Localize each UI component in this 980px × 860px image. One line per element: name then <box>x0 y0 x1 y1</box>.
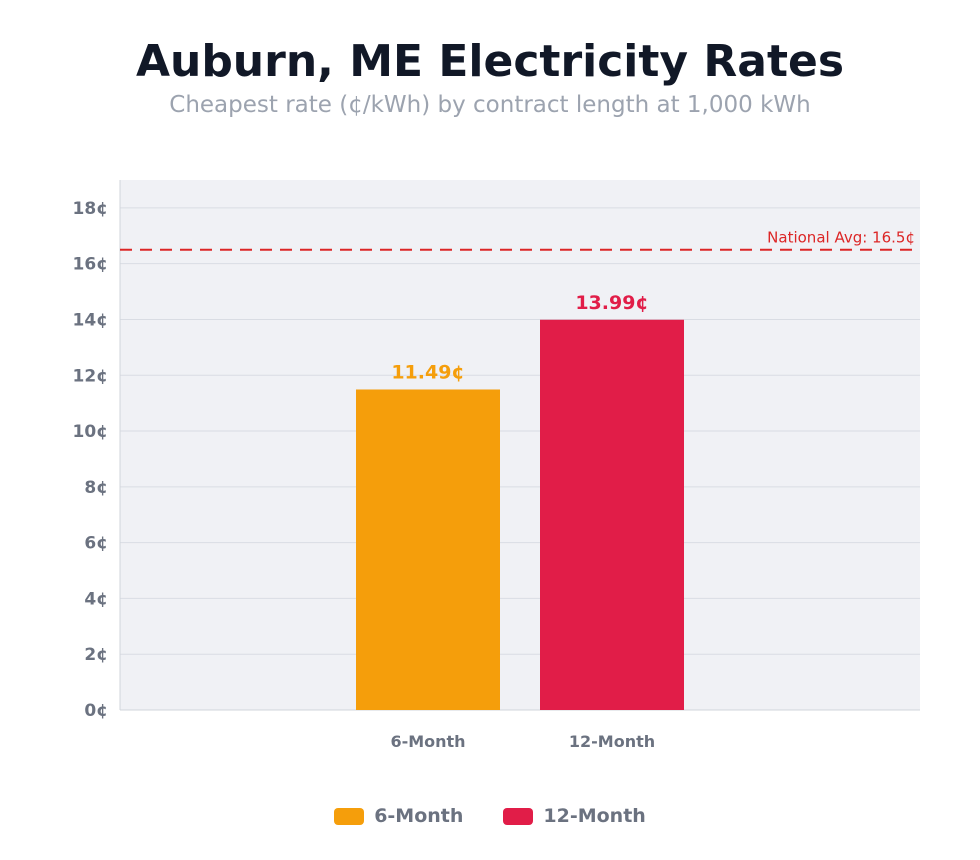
legend-item-12-month: 12-Month <box>503 805 646 827</box>
y-tick-label: 0¢ <box>84 701 108 721</box>
y-tick-label: 10¢ <box>73 422 109 442</box>
data-label: 13.99¢ <box>575 292 648 314</box>
x-tick-label: 6-Month <box>390 732 465 751</box>
bar-6-month <box>356 389 500 710</box>
y-tick-label: 16¢ <box>73 255 109 275</box>
data-label: 11.49¢ <box>391 361 464 383</box>
y-tick-label: 18¢ <box>73 199 109 219</box>
y-tick-label: 8¢ <box>84 478 108 498</box>
legend-label: 12-Month <box>543 805 646 827</box>
bar-12-month <box>540 319 684 710</box>
y-tick-label: 6¢ <box>84 534 108 554</box>
x-tick-label: 12-Month <box>569 732 655 751</box>
legend-item-6-month: 6-Month <box>334 805 463 827</box>
national-average-label: National Avg: 16.5¢ <box>767 229 915 247</box>
chart-subtitle: Cheapest rate (¢/kWh) by contract length… <box>169 92 811 118</box>
y-tick-label: 2¢ <box>84 645 108 665</box>
legend-label: 6-Month <box>374 805 464 827</box>
y-tick-label: 12¢ <box>73 366 109 386</box>
y-tick-label: 4¢ <box>84 589 108 609</box>
chart-title: Auburn, ME Electricity Rates <box>135 36 845 87</box>
plot-area <box>120 180 920 710</box>
legend-swatch <box>334 807 365 825</box>
y-tick-label: 14¢ <box>73 310 109 330</box>
legend: 6-Month 12-Month <box>0 805 980 827</box>
legend-swatch <box>503 807 534 825</box>
